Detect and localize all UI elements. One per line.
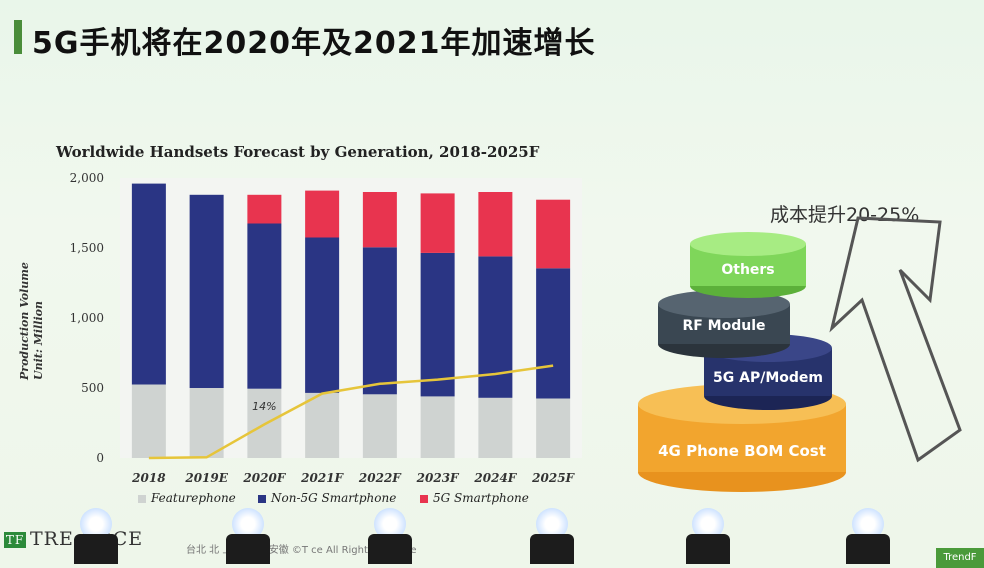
logo-mark-icon: TF	[4, 532, 26, 548]
copyright-footnote: 台北 北 上海 福建 安徽 ©T ce All Rights Reserve	[186, 545, 417, 556]
bar-segment	[478, 192, 513, 257]
bar-segment	[420, 396, 455, 458]
legend-swatch	[420, 494, 428, 503]
bar-segment	[247, 223, 282, 389]
bar-segment	[189, 194, 224, 388]
bar-segment	[247, 194, 282, 224]
x-tick-label: 2020F	[242, 471, 286, 485]
bar-segment	[536, 199, 571, 269]
share-annotation: 14%	[252, 400, 276, 413]
corner-tag: TrendF	[936, 548, 984, 568]
legend-5g: 5G Smartphone	[420, 491, 529, 505]
stage-lamp-icon	[530, 508, 574, 568]
stage-lamp-icon	[74, 508, 118, 568]
stage-lamp-icon	[686, 508, 730, 568]
legend-swatch	[258, 494, 266, 503]
bar-segment	[420, 252, 455, 397]
x-tick-label: 2022F	[358, 471, 402, 485]
bar-segment	[305, 237, 340, 393]
x-tick-label: 2023F	[416, 471, 460, 485]
y-tick-label: 2,000	[70, 171, 104, 185]
layer-5g-label: 5G AP/Modem	[713, 370, 823, 386]
chart-title: Worldwide Handsets Forecast by Generatio…	[56, 143, 540, 161]
layer-others-label: Others	[721, 262, 775, 278]
title-accent-bar	[14, 20, 22, 54]
up-arrow-icon	[829, 216, 962, 463]
x-tick-label: 2025F	[531, 471, 575, 485]
y-tick-label: 1,000	[70, 311, 104, 325]
bar-segment	[420, 193, 455, 253]
x-tick-label: 2018	[131, 471, 166, 485]
bar-segment	[189, 388, 224, 458]
legend-swatch	[138, 494, 146, 503]
legend-non5g: Non-5G Smartphone	[258, 491, 396, 505]
bar-segment	[131, 384, 166, 458]
bar-segment	[478, 397, 513, 458]
bar-segment	[305, 392, 340, 458]
bar-segment	[362, 394, 397, 458]
bar-segment	[131, 183, 166, 385]
slide-title: 5G手机将在2020年及2021年加速增长	[32, 26, 596, 61]
y-tick-label: 0	[96, 451, 104, 465]
stage-lamp-icon	[368, 508, 412, 568]
bar-segment	[536, 398, 571, 458]
stage-lamp-icon	[226, 508, 270, 568]
bar-segment	[362, 247, 397, 395]
5g-share-line	[148, 364, 554, 460]
x-tick-label: 2021F	[300, 471, 344, 485]
y-tick-label: 1,500	[70, 241, 104, 255]
x-tick-label: 2024F	[473, 471, 517, 485]
bar-segment	[362, 192, 397, 248]
layer-rf-label: RF Module	[682, 318, 766, 334]
legend-featurephone: Featurephone	[138, 491, 236, 505]
x-tick-label: 2019E	[184, 471, 228, 485]
layer-4g-label: 4G Phone BOM Cost	[658, 442, 826, 460]
stage-lamp-icon	[846, 508, 890, 568]
bar-segment	[305, 190, 340, 238]
y-tick-label: 500	[81, 381, 104, 395]
bar-segment	[536, 268, 571, 399]
